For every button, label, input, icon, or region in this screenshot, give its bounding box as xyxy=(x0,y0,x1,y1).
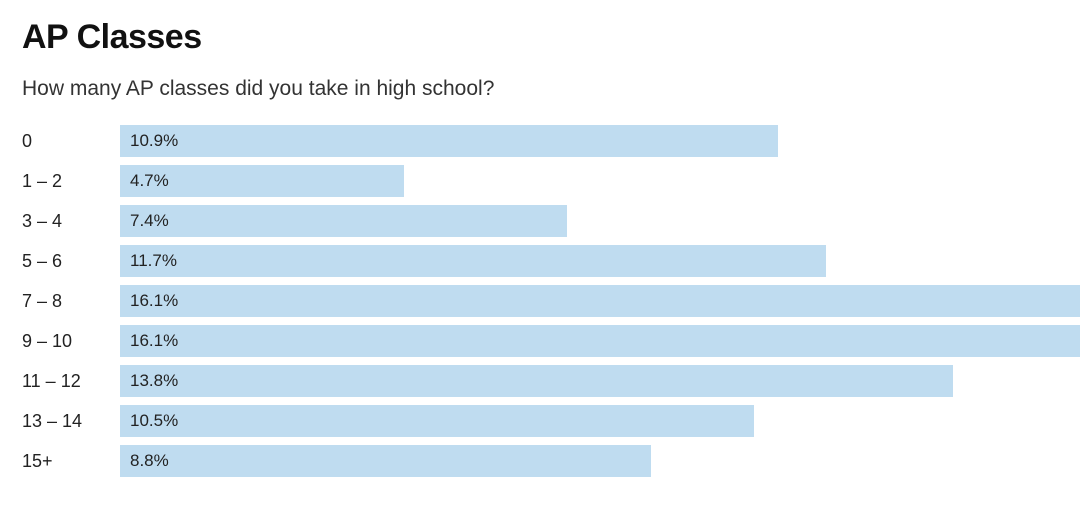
bar: 10.9% xyxy=(120,125,778,157)
bar: 16.1% xyxy=(120,325,1080,357)
bar-track: 10.9% xyxy=(120,125,1080,157)
category-label: 0 xyxy=(22,125,108,157)
bar: 10.5% xyxy=(120,405,754,437)
bar-track: 7.4% xyxy=(120,205,1080,237)
category-label: 7 – 8 xyxy=(22,285,108,317)
bar: 16.1% xyxy=(120,285,1080,317)
bar-track: 16.1% xyxy=(120,285,1080,317)
bar-chart: 0 10.9% 1 – 2 4.7% 3 – 4 7.4% 5 – 6 11.7% 7 – 8 1… xyxy=(22,125,1058,477)
category-label: 9 – 10 xyxy=(22,325,108,357)
bar: 4.7% xyxy=(120,165,404,197)
bar: 11.7% xyxy=(120,245,826,277)
bar: 13.8% xyxy=(120,365,953,397)
category-label: 5 – 6 xyxy=(22,245,108,277)
category-label: 1 – 2 xyxy=(22,165,108,197)
bar-track: 16.1% xyxy=(120,325,1080,357)
bar-value-label: 13.8% xyxy=(130,371,178,391)
category-label: 13 – 14 xyxy=(22,405,108,437)
category-label: 3 – 4 xyxy=(22,205,108,237)
bar-track: 13.8% xyxy=(120,365,1080,397)
bar-value-label: 10.5% xyxy=(130,411,178,431)
bar-value-label: 11.7% xyxy=(130,251,177,271)
chart-container: AP Classes How many AP classes did you t… xyxy=(0,0,1080,495)
bar-track: 11.7% xyxy=(120,245,1080,277)
bar-track: 10.5% xyxy=(120,405,1080,437)
category-label: 15+ xyxy=(22,445,108,477)
chart-question: How many AP classes did you take in high… xyxy=(22,77,1058,101)
bar-value-label: 8.8% xyxy=(130,451,169,471)
bar: 7.4% xyxy=(120,205,567,237)
bar: 8.8% xyxy=(120,445,651,477)
bar-value-label: 7.4% xyxy=(130,211,169,231)
chart-title: AP Classes xyxy=(22,18,1058,57)
bar-track: 4.7% xyxy=(120,165,1080,197)
bar-value-label: 10.9% xyxy=(130,131,178,151)
bar-value-label: 16.1% xyxy=(130,291,178,311)
bar-track: 8.8% xyxy=(120,445,1080,477)
bar-value-label: 4.7% xyxy=(130,171,169,191)
category-label: 11 – 12 xyxy=(22,365,108,397)
bar-value-label: 16.1% xyxy=(130,331,178,351)
